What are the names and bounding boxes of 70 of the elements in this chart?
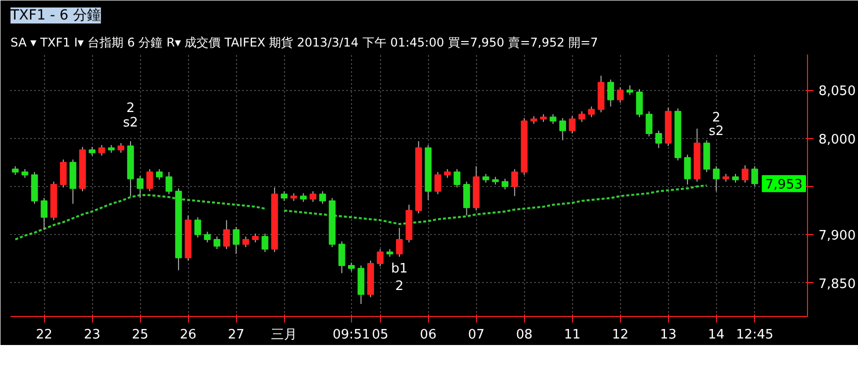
x-tick-label: 13	[660, 328, 677, 342]
x-tick-label: 25	[132, 328, 148, 342]
candlestick	[280, 190, 288, 202]
candlestick	[502, 178, 508, 190]
candlestick	[156, 168, 163, 180]
candlestick	[242, 236, 250, 248]
x-tick-label: 23	[84, 328, 100, 342]
x-tick-label: 14	[708, 328, 725, 342]
x-tick-label: 05	[372, 328, 388, 342]
chart-title: TXF1 - 6 分鐘	[10, 8, 101, 24]
annotation: 2	[712, 110, 720, 126]
x-tick-label: 09:51	[332, 328, 370, 342]
candlestick	[655, 130, 662, 148]
x-tick-label: 12:45	[736, 328, 774, 342]
candlestick	[98, 144, 106, 156]
candlestick	[463, 181, 470, 216]
y-tick-label: 8,050	[818, 84, 856, 100]
candlestick	[684, 154, 691, 186]
x-tick-label: 12	[612, 328, 629, 342]
candlestick	[550, 114, 556, 124]
candlestick	[626, 84, 634, 96]
annotation: s2	[123, 116, 138, 131]
candlestick	[568, 116, 576, 134]
x-tick-label: 07	[468, 328, 484, 342]
candlestick	[223, 220, 230, 250]
x-tick-label: 22	[36, 328, 52, 342]
candlestick	[578, 110, 586, 122]
candlestick	[118, 142, 124, 154]
candlestick	[454, 168, 460, 188]
candlestick	[136, 175, 144, 199]
x-tick-label: 06	[420, 328, 436, 342]
annotation: s2	[708, 124, 724, 140]
candlestick	[434, 172, 442, 195]
x-tick-label: 26	[180, 328, 196, 342]
y-tick-label: 8,000	[818, 132, 856, 148]
candlestick	[376, 248, 384, 267]
candlestick	[232, 226, 240, 254]
candlestick	[166, 172, 172, 195]
candlestick	[742, 164, 748, 184]
y-tick-label: 7,900	[818, 228, 856, 244]
candlestick	[40, 198, 48, 230]
candlestick	[146, 168, 154, 192]
candlestick	[751, 166, 758, 187]
candlestick	[646, 110, 652, 137]
x-tick-label: 27	[228, 328, 244, 342]
candlestick	[559, 118, 566, 141]
candlestick	[310, 190, 316, 202]
candlestick	[636, 88, 643, 118]
candlestick	[616, 86, 624, 104]
candlestick	[396, 227, 403, 258]
candlestick	[204, 231, 211, 243]
x-tick-label: 11	[564, 328, 581, 342]
candlestick	[338, 240, 346, 274]
candlestick	[319, 190, 326, 204]
chart-subtitle: SA ▾ TXF1 I▾ 台指期 6 分鐘 R▾ 成交價 TAIFEX 期貨 2013/3/14 下午 01:45:00 買=7,950 賣=7,952 開=7	[10, 36, 598, 50]
annotation: 2	[395, 278, 404, 294]
x-tick-label: 08	[516, 328, 533, 342]
annotation: b1	[391, 261, 408, 276]
candlestick	[194, 216, 202, 238]
annotation: 2	[126, 101, 135, 116]
candlestick	[588, 106, 595, 118]
x-tick-label: 三月	[271, 328, 298, 342]
candlestick	[511, 168, 518, 197]
candlestick	[712, 166, 720, 192]
candlestick	[60, 158, 67, 188]
candlestick	[607, 79, 614, 108]
text: 7,953	[765, 178, 802, 193]
y-tick-label: 7,850	[818, 276, 856, 292]
candlestick	[262, 233, 268, 252]
candlestick	[214, 236, 220, 250]
